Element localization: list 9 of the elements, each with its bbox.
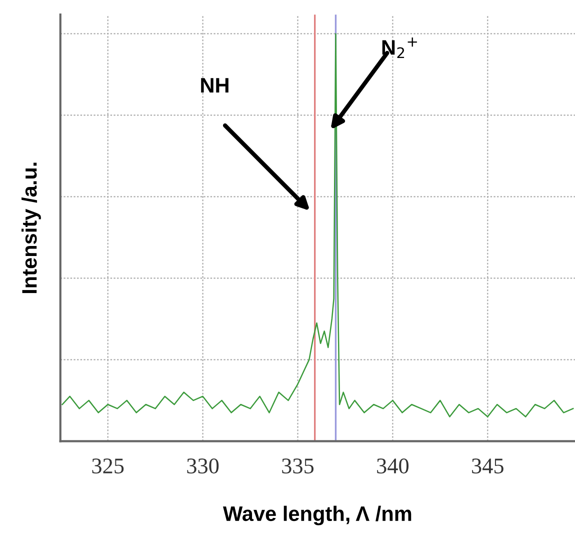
x-tick-label: 340 — [377, 458, 409, 474]
x-tick-label: 330 — [187, 458, 219, 474]
annotation: NH — [201, 78, 228, 92]
x-tick-label: 345 — [472, 458, 504, 474]
annotation: N$_{2}$$^{+}$ — [382, 38, 417, 58]
x-axis-title: Wave length, Λ /nm — [222, 506, 412, 526]
x-tick-label: 325 — [92, 458, 124, 474]
y-axis-title: Intensity /a.u. — [22, 162, 41, 294]
x-tick-label: 335 — [282, 458, 314, 474]
